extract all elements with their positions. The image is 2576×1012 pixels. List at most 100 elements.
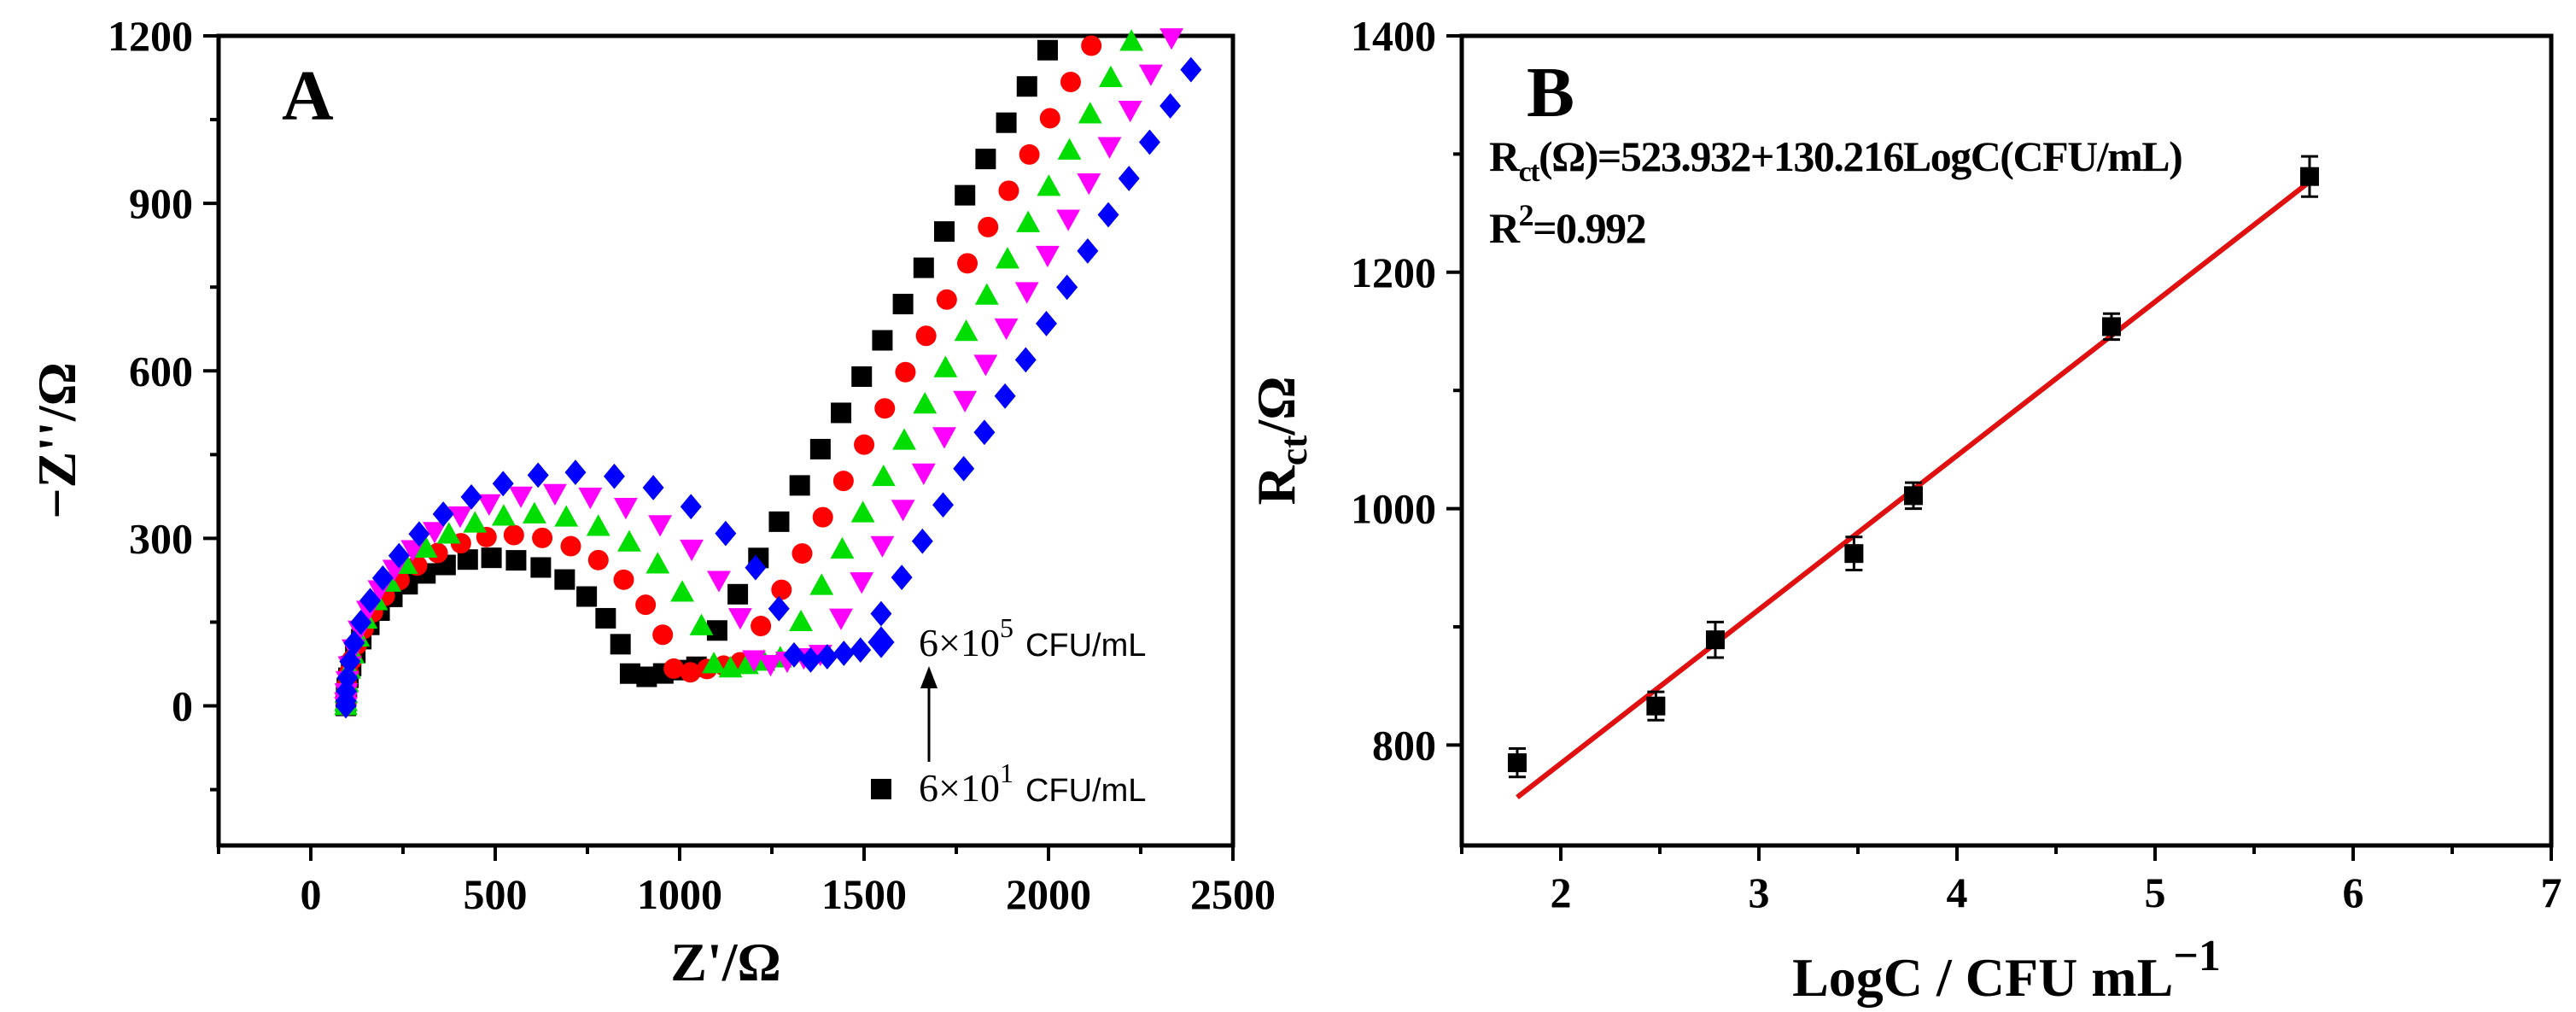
nyquist-point — [809, 573, 834, 595]
nyquist-point — [953, 390, 978, 413]
nyquist-point — [1118, 166, 1140, 191]
nyquist-point — [1159, 93, 1182, 119]
panel-a-ticks — [203, 34, 1235, 861]
legend-low-exponent: 1 — [1000, 758, 1013, 788]
x-tick-label: 2 — [1551, 869, 1572, 916]
nyquist-point — [994, 318, 1019, 341]
panel-b-tick-labels: 2 3 4 5 6 7 800 1000 1200 1400 — [1351, 12, 2562, 916]
nyquist-point — [554, 569, 575, 590]
nyquist-point — [1099, 65, 1123, 87]
nyquist-point — [809, 438, 831, 459]
nyquist-point — [1159, 28, 1183, 50]
nyquist-point — [436, 522, 461, 544]
nyquist-point — [1119, 29, 1144, 51]
nyquist-point — [1078, 102, 1102, 124]
panel-a-y-axis-title: −Z''/Ω — [26, 362, 87, 519]
nyquist-point — [892, 294, 914, 315]
r2-r: R — [1489, 204, 1521, 252]
nyquist-point — [915, 325, 937, 347]
panel-a-x-axis-title: Z'/Ω — [670, 932, 781, 992]
nyquist-point — [476, 494, 501, 516]
nyquist-point — [975, 149, 996, 170]
panel-b-ticks — [1446, 34, 2553, 861]
panel-b-x-axis-main: LogC / CFU mL — [1792, 947, 2173, 1008]
nyquist-point — [832, 471, 854, 492]
nyquist-point — [432, 501, 454, 527]
nyquist-point — [1097, 202, 1119, 228]
nyquist-series-5 — [335, 56, 1202, 719]
nyquist-point — [934, 221, 955, 243]
nyquist-point — [560, 535, 581, 557]
nyquist-point — [1180, 56, 1202, 83]
nyquist-point — [707, 570, 731, 593]
nyquist-point — [850, 572, 874, 594]
nyquist-point — [1097, 137, 1122, 159]
nyquist-point — [613, 569, 634, 590]
nyquist-point — [891, 500, 915, 522]
y-tick-label: 1200 — [108, 12, 193, 60]
data-point — [1844, 535, 1864, 572]
legend-low-prefix: 6×10 — [919, 766, 1000, 810]
nyquist-point — [727, 583, 749, 605]
nyquist-point — [463, 511, 488, 533]
nyquist-point — [680, 662, 701, 683]
nyquist-point — [850, 637, 872, 663]
y-tick-label: 800 — [1372, 721, 1436, 769]
nyquist-point — [829, 608, 853, 630]
data-point-marker — [1646, 696, 1666, 716]
nyquist-point — [388, 542, 410, 569]
eq-ct: ct — [1519, 156, 1541, 188]
nyquist-point — [911, 463, 936, 485]
nyquist-point — [648, 515, 673, 537]
nyquist-point — [870, 600, 892, 627]
nyquist-point — [933, 355, 958, 377]
nyquist-point — [543, 483, 567, 506]
nyquist-point — [789, 475, 810, 496]
panel-b-y-axis-r: R — [1246, 465, 1306, 506]
nyquist-point — [1118, 101, 1142, 123]
nyquist-point — [492, 471, 514, 497]
nyquist-point — [768, 595, 790, 622]
nyquist-point — [872, 330, 893, 351]
y-tick-label: 1200 — [1351, 249, 1436, 296]
legend-arrow — [920, 666, 938, 762]
r2-value: =0.992 — [1533, 204, 1645, 252]
nyquist-point — [851, 366, 873, 387]
nyquist-point — [1138, 129, 1160, 155]
nyquist-point — [911, 528, 933, 554]
nyquist-point — [751, 616, 772, 637]
r2-exp: 2 — [1519, 198, 1533, 232]
panel-b-y-axis-unit: /Ω — [1246, 377, 1306, 436]
nyquist-point — [1014, 347, 1037, 373]
nyquist-point — [874, 398, 896, 419]
data-point-marker — [1705, 630, 1725, 650]
nyquist-point — [895, 361, 916, 383]
panel-b-frame — [1459, 33, 2554, 848]
legend-diamond-marker — [867, 626, 895, 658]
nyquist-point — [913, 392, 938, 414]
x-tick-label: 1500 — [821, 870, 907, 918]
nyquist-point — [413, 535, 438, 558]
nyquist-point — [527, 462, 549, 488]
nyquist-point — [1016, 76, 1037, 97]
nyquist-point — [564, 459, 587, 486]
legend-high-exponent: 5 — [1000, 612, 1013, 643]
nyquist-point — [1057, 137, 1082, 160]
nyquist-point — [447, 506, 472, 529]
legend-low-unit: CFU/mL — [1025, 773, 1146, 809]
panel-a-nyquist-plot: 0 500 1000 1500 2000 2500 0 300 600 900 1200 A Z'/… — [26, 12, 1276, 992]
panel-a-series — [334, 28, 1202, 719]
nyquist-point — [727, 608, 752, 630]
x-tick-label: 3 — [1749, 869, 1770, 916]
panel-b-x-axis-exp: −1 — [2173, 932, 2221, 980]
nyquist-point — [359, 588, 382, 614]
data-point — [2299, 155, 2319, 198]
nyquist-point — [652, 624, 674, 646]
nyquist-point — [350, 609, 372, 635]
x-tick-label: 1000 — [637, 870, 722, 918]
nyquist-point — [617, 529, 641, 552]
nyquist-point — [587, 549, 609, 570]
nyquist-point — [973, 354, 998, 377]
nyquist-point — [913, 257, 934, 278]
